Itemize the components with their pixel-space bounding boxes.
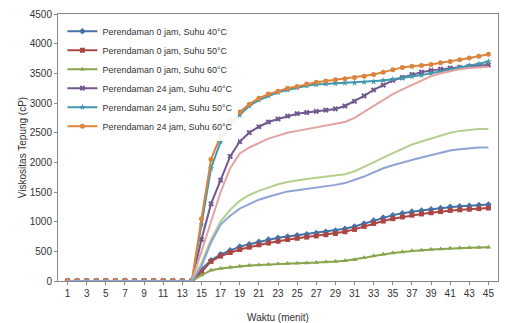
svg-text:25: 25 <box>292 288 304 299</box>
svg-text:3: 3 <box>84 288 90 299</box>
svg-text:41: 41 <box>445 288 457 299</box>
svg-text:0: 0 <box>46 276 52 287</box>
svg-text:27: 27 <box>311 288 323 299</box>
svg-text:11: 11 <box>158 288 169 299</box>
svg-text:4000: 4000 <box>30 38 53 49</box>
svg-text:Perendaman 0 jam, Suhu 60°C: Perendaman 0 jam, Suhu 60°C <box>102 65 227 75</box>
svg-text:Waktu (menit): Waktu (menit) <box>247 312 309 323</box>
svg-text:29: 29 <box>330 288 342 299</box>
svg-text:21: 21 <box>253 288 265 299</box>
svg-text:Perendaman 24 jam, Suhu 50°C: Perendaman 24 jam, Suhu 50°C <box>102 103 232 113</box>
svg-text:43: 43 <box>464 288 476 299</box>
svg-text:Viskositas Tepung (cP): Viskositas Tepung (cP) <box>17 97 28 198</box>
svg-text:7: 7 <box>122 288 128 299</box>
svg-text:23: 23 <box>272 288 284 299</box>
svg-text:3000: 3000 <box>30 98 53 109</box>
svg-text:2500: 2500 <box>30 127 53 138</box>
svg-text:1000: 1000 <box>30 216 53 227</box>
svg-text:3500: 3500 <box>30 68 53 79</box>
svg-text:37: 37 <box>406 288 418 299</box>
svg-text:Perendaman 0 jam, Suhu 50°C: Perendaman 0 jam, Suhu 50°C <box>102 46 227 56</box>
svg-text:19: 19 <box>234 288 246 299</box>
svg-text:5: 5 <box>103 288 109 299</box>
svg-text:45: 45 <box>483 288 495 299</box>
svg-text:4500: 4500 <box>30 9 53 20</box>
svg-text:500: 500 <box>35 246 52 257</box>
svg-text:Perendaman 0 jam, Suhu 40°C: Perendaman 0 jam, Suhu 40°C <box>102 27 227 37</box>
svg-text:35: 35 <box>387 288 399 299</box>
svg-text:1500: 1500 <box>30 187 53 198</box>
svg-text:39: 39 <box>425 288 437 299</box>
svg-text:Perendaman 24 jam, Suhu 60°C: Perendaman 24 jam, Suhu 60°C <box>102 122 232 132</box>
svg-text:Perendaman 24 jam, Suhu 40°C: Perendaman 24 jam, Suhu 40°C <box>102 84 232 94</box>
svg-text:31: 31 <box>349 288 361 299</box>
svg-text:2000: 2000 <box>30 157 53 168</box>
svg-text:17: 17 <box>215 288 227 299</box>
svg-text:1: 1 <box>65 288 71 299</box>
svg-text:9: 9 <box>141 288 147 299</box>
svg-text:13: 13 <box>177 288 189 299</box>
svg-text:15: 15 <box>196 288 208 299</box>
svg-text:33: 33 <box>368 288 380 299</box>
